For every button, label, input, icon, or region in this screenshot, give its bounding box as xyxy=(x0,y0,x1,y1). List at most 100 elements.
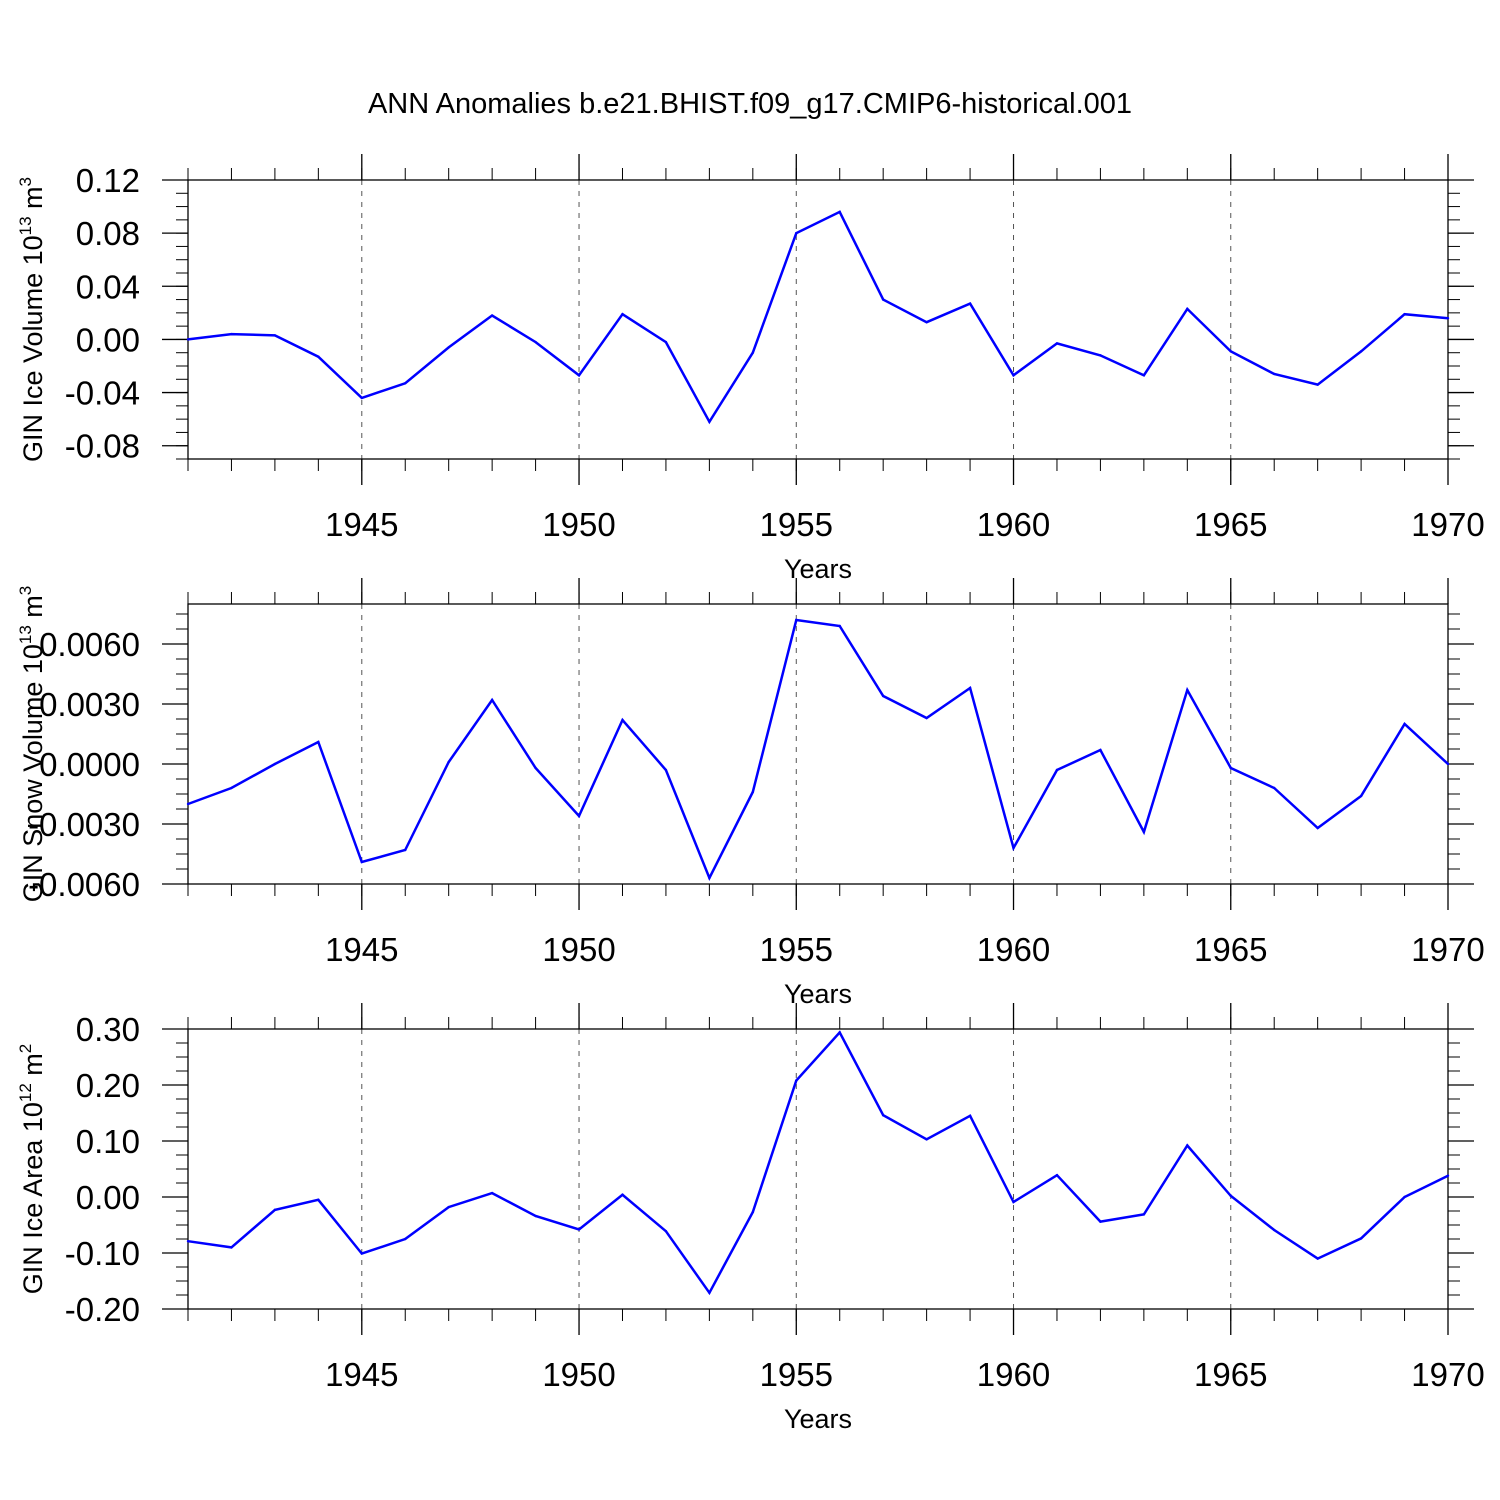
data-point xyxy=(490,1191,494,1195)
x-tick-label: 1955 xyxy=(760,931,833,968)
data-point xyxy=(751,790,755,794)
data-point xyxy=(186,338,190,341)
data-point xyxy=(1055,768,1059,772)
data-point xyxy=(273,762,277,766)
data-point xyxy=(881,694,885,698)
x-tick-label: 1950 xyxy=(542,1356,615,1393)
data-point xyxy=(1359,794,1363,798)
y-axis-label: GIN Snow Volume 1013 m3 xyxy=(16,586,48,903)
data-point xyxy=(621,718,624,722)
y-tick-label: -0.10 xyxy=(65,1235,140,1272)
data-point xyxy=(577,1228,581,1231)
data-point xyxy=(186,802,190,806)
x-tick-label: 1960 xyxy=(977,931,1050,968)
data-point xyxy=(1446,762,1450,766)
data-point xyxy=(795,231,798,235)
x-tick-label: 1970 xyxy=(1411,1356,1484,1393)
figure-title: ANN Anomalies b.e21.BHIST.f09_g17.CMIP6-… xyxy=(367,88,1133,120)
data-point xyxy=(838,1031,841,1034)
data-point xyxy=(1229,766,1232,770)
y-tick-label: 0.0060 xyxy=(39,626,140,663)
data-point xyxy=(360,1252,363,1255)
data-point xyxy=(447,1205,450,1209)
data-point xyxy=(1446,1174,1450,1177)
data-point xyxy=(577,374,581,377)
data-point xyxy=(1359,1237,1363,1240)
y-tick-label: 0.08 xyxy=(76,215,140,252)
data-point xyxy=(708,420,711,423)
data-point xyxy=(1099,354,1102,357)
data-point xyxy=(490,698,494,702)
data-point xyxy=(273,334,277,337)
y-tick-label: -0.0030 xyxy=(28,806,140,843)
data-point xyxy=(1229,1194,1232,1198)
data-point xyxy=(881,298,885,301)
data-point xyxy=(534,766,537,770)
data-point xyxy=(881,1114,885,1117)
data-point xyxy=(968,1114,972,1118)
data-point xyxy=(1012,846,1015,850)
data-point xyxy=(404,1237,407,1241)
data-point xyxy=(751,351,755,354)
y-tick-label: 0.00 xyxy=(76,1179,140,1216)
data-point xyxy=(1055,1173,1059,1177)
y-axis-label: GIN Ice Area 1012 m2 xyxy=(16,1044,48,1295)
ice-area-panel: 1945 1950 1955 1960 1965 1970 -0.20 -0.10 0.00 0.… xyxy=(16,1003,1485,1434)
x-tick-label: 1955 xyxy=(760,1356,833,1393)
x-tick-label: 1950 xyxy=(542,506,615,543)
data-point xyxy=(1099,1220,1102,1223)
y-tick-label: 0.04 xyxy=(76,268,140,305)
data-series-line xyxy=(187,210,1449,425)
snow-volume-panel: 1945 1950 1955 1960 1965 1970 -0.0060 -0.0030 0.… xyxy=(16,578,1485,1009)
data-point xyxy=(1273,786,1276,790)
data-point xyxy=(404,848,407,852)
data-point xyxy=(664,768,668,772)
x-axis-label: Years xyxy=(784,1404,852,1434)
x-tick-label: 1970 xyxy=(1411,506,1484,543)
data-point xyxy=(664,1229,668,1233)
data-point xyxy=(360,396,363,400)
y-tick-label: 0.0000 xyxy=(39,746,140,783)
data-point xyxy=(1229,350,1232,353)
data-point xyxy=(621,1193,624,1196)
ice-volume-panel: 1945 1950 1955 1960 1965 1970 -0.08 -0.04 0.00 0.… xyxy=(16,154,1485,584)
x-tick-label: 1965 xyxy=(1194,506,1267,543)
x-tick-label: 1960 xyxy=(977,1356,1050,1393)
data-series-line xyxy=(187,1030,1449,1296)
x-tick-label: 1945 xyxy=(325,506,398,543)
x-axis-label: Years xyxy=(784,554,852,584)
data-point xyxy=(968,302,972,305)
data-point xyxy=(317,740,320,744)
data-point xyxy=(230,786,233,790)
x-tick-label: 1960 xyxy=(977,506,1050,543)
data-point xyxy=(230,332,233,336)
data-point xyxy=(1142,374,1146,377)
data-point xyxy=(925,1138,928,1141)
data-point xyxy=(534,1214,537,1218)
y-tick-label: 0.10 xyxy=(76,1123,140,1160)
data-point xyxy=(621,312,624,316)
data-point xyxy=(708,1291,711,1294)
y-tick-label: -0.04 xyxy=(65,375,140,412)
x-tick-label: 1965 xyxy=(1194,1356,1267,1393)
data-point xyxy=(925,716,928,720)
x-tick-label: 1970 xyxy=(1411,931,1484,968)
data-series-line xyxy=(187,618,1449,882)
data-point xyxy=(1359,350,1363,353)
plot-frame xyxy=(187,1028,1449,1310)
data-point xyxy=(925,320,928,324)
y-tick-label: 0.0030 xyxy=(39,686,140,723)
data-point xyxy=(1099,748,1102,752)
data-point xyxy=(1142,830,1146,834)
data-point xyxy=(1186,1144,1189,1147)
x-tick-label: 1955 xyxy=(760,506,833,543)
x-tick-label: 1945 xyxy=(325,931,398,968)
data-point xyxy=(1403,1195,1406,1199)
data-point xyxy=(838,210,841,214)
data-point xyxy=(1316,383,1319,386)
data-point xyxy=(1055,342,1059,345)
data-point xyxy=(1273,1228,1276,1232)
data-point xyxy=(490,314,494,317)
y-axis-label: GIN Ice Volume 1013 m3 xyxy=(16,177,48,462)
